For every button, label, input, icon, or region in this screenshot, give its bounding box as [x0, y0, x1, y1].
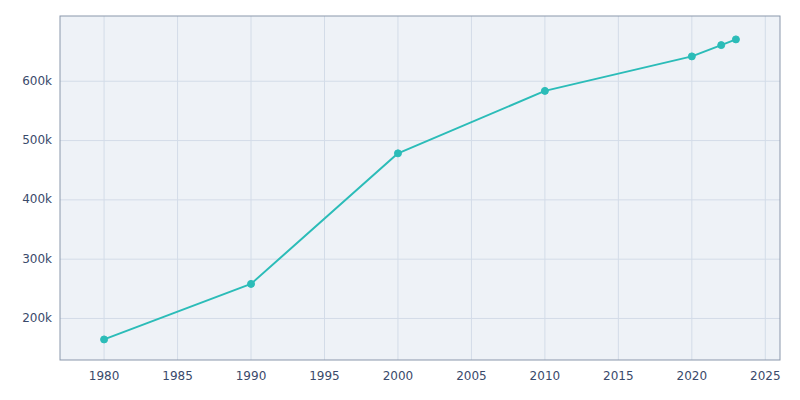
plot-frame — [60, 16, 780, 360]
x-tick-label: 2015 — [603, 369, 634, 383]
grid-line-x — [324, 16, 325, 360]
y-tick-label: 400k — [22, 192, 52, 206]
chart: 1980 1985 1990 1995 2000 2005 2010 2015 2020 2025… — [0, 0, 800, 400]
marker — [732, 36, 739, 43]
y-tick-label: 500k — [22, 133, 52, 147]
grid-line-y — [60, 318, 780, 319]
grid-line-x — [544, 16, 545, 360]
plot-background — [60, 16, 780, 360]
marker — [541, 87, 548, 94]
y-tick-label: 600k — [22, 74, 52, 88]
marker — [688, 53, 695, 60]
grid-line-x — [691, 16, 692, 360]
grid-line-y — [60, 259, 780, 260]
x-tick-label: 2025 — [750, 369, 781, 383]
marker — [248, 280, 255, 287]
grid-line-x — [471, 16, 472, 360]
marker — [718, 42, 725, 49]
grid-line-x — [177, 16, 178, 360]
x-tick-label: 1980 — [89, 369, 120, 383]
x-tick-label: 2010 — [530, 369, 561, 383]
grid-line-y — [60, 199, 780, 200]
grid-line-x — [618, 16, 619, 360]
y-tick-label: 200k — [22, 311, 52, 325]
x-tick-label: 1995 — [309, 369, 340, 383]
y-tick-label: 300k — [22, 252, 52, 266]
grid — [60, 16, 780, 360]
chart-container: 1980 1985 1990 1995 2000 2005 2010 2015 2020 2025… — [0, 0, 800, 400]
grid-line-y — [60, 81, 780, 82]
grid-line-y — [60, 140, 780, 141]
x-tick-label: 1990 — [236, 369, 267, 383]
series — [101, 36, 740, 343]
x-tick-label: 1985 — [162, 369, 193, 383]
x-tick-label: 2020 — [677, 369, 708, 383]
tick-labels: 1980 1985 1990 1995 2000 2005 2010 2015 2020 2025… — [22, 74, 780, 383]
marker — [394, 150, 401, 157]
grid-line-x — [104, 16, 105, 360]
line — [104, 39, 736, 339]
marker — [101, 336, 108, 343]
x-tick-label: 2005 — [456, 369, 487, 383]
x-tick-label: 2000 — [383, 369, 414, 383]
grid-line-x — [251, 16, 252, 360]
grid-line-x — [765, 16, 766, 360]
grid-line-x — [397, 16, 398, 360]
